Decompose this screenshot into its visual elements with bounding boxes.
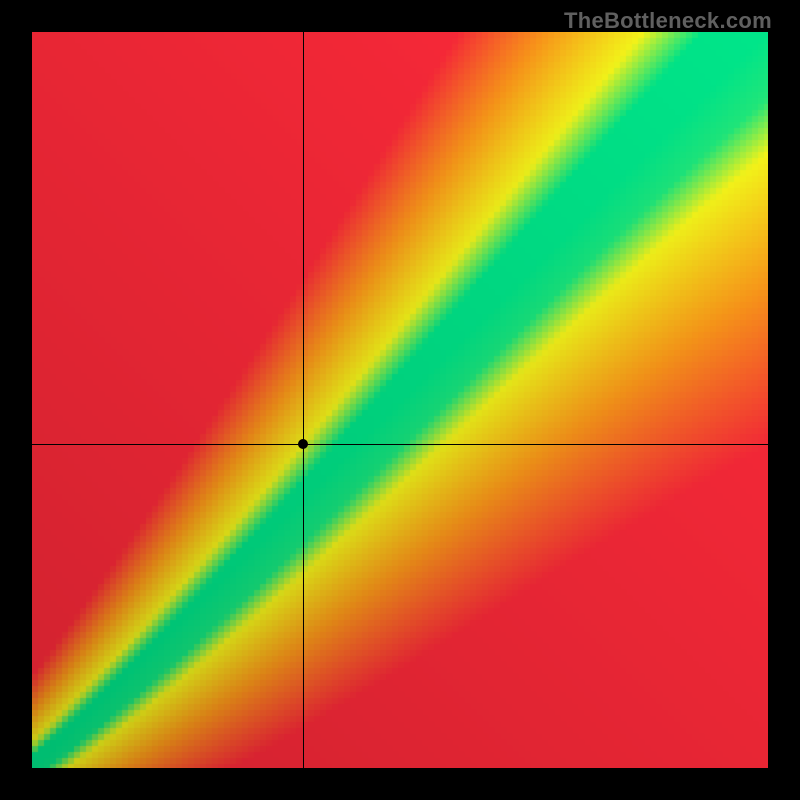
- heatmap-plot: [32, 32, 768, 768]
- watermark-text: TheBottleneck.com: [564, 8, 772, 34]
- crosshair-vertical-line: [303, 32, 304, 768]
- crosshair-marker-dot: [298, 439, 308, 449]
- chart-container: TheBottleneck.com: [0, 0, 800, 800]
- crosshair-horizontal-line: [32, 444, 768, 445]
